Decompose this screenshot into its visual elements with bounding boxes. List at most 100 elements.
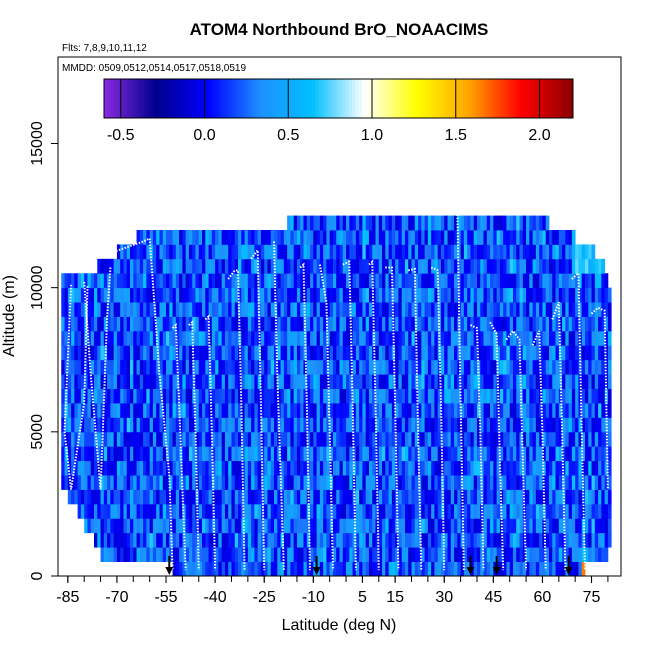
heatmap-cell xyxy=(437,417,442,433)
heatmap-cell xyxy=(522,273,527,289)
heatmap-cell xyxy=(202,258,206,274)
heatmap-cell xyxy=(388,446,393,462)
heatmap-cell xyxy=(306,518,311,534)
heatmap-cell xyxy=(274,518,278,534)
heatmap-cell xyxy=(365,359,370,375)
heatmap-cell xyxy=(414,258,419,274)
heatmap-cell xyxy=(398,287,403,303)
heatmap-cell xyxy=(123,388,128,404)
heatmap-cell xyxy=(185,446,190,462)
heatmap-cell xyxy=(480,302,484,317)
heatmap-cell xyxy=(395,388,399,404)
heatmap-cell xyxy=(604,532,609,548)
heatmap-cell xyxy=(94,388,98,404)
heatmap-cell xyxy=(198,475,203,490)
heatmap-cell xyxy=(280,273,285,289)
heatmap-cell xyxy=(463,258,468,274)
heatmap-cell xyxy=(385,316,389,332)
heatmap-cell xyxy=(434,518,439,534)
heatmap-cell xyxy=(116,316,121,332)
heatmap-cell xyxy=(398,561,403,577)
heatmap-cell xyxy=(578,374,583,389)
heatmap-cell xyxy=(244,446,249,462)
heatmap-cell xyxy=(503,460,507,476)
flight-profile xyxy=(590,306,609,490)
heatmap-cell xyxy=(228,532,232,548)
heatmap-cell xyxy=(362,460,367,476)
heatmap-cell xyxy=(584,359,589,375)
heatmap-cell xyxy=(362,489,367,505)
heatmap-cell xyxy=(539,446,543,462)
heatmap-cell xyxy=(421,475,425,490)
heatmap-cell xyxy=(224,547,229,562)
heatmap-cell xyxy=(493,215,498,231)
heatmap-cell xyxy=(205,547,209,562)
heatmap-cell xyxy=(470,273,475,289)
heatmap-cell xyxy=(522,345,527,361)
heatmap-cell xyxy=(159,388,164,404)
heatmap-cell xyxy=(542,374,547,389)
heatmap-cell xyxy=(316,345,321,361)
heatmap-cell xyxy=(61,316,65,332)
heatmap-cell xyxy=(424,489,429,505)
heatmap-cell xyxy=(146,446,151,462)
heatmap-cell xyxy=(326,547,331,562)
heatmap-cell xyxy=(296,532,301,548)
heatmap-cell xyxy=(84,359,88,375)
heatmap-cell xyxy=(519,547,524,562)
heatmap-cell xyxy=(418,316,422,332)
heatmap-cell xyxy=(202,532,206,548)
heatmap-cell xyxy=(169,359,173,375)
heatmap-cell xyxy=(319,547,324,562)
heatmap-cell xyxy=(113,345,118,361)
heatmap-cell xyxy=(316,489,321,505)
heatmap-cell xyxy=(323,475,327,490)
heatmap-cell xyxy=(558,417,563,433)
heatmap-cell xyxy=(385,417,389,433)
heatmap-cell xyxy=(198,518,203,534)
heatmap-cell xyxy=(552,316,556,332)
heatmap-cell xyxy=(123,547,128,562)
heatmap-cell xyxy=(172,446,177,462)
heatmap-cell xyxy=(594,330,599,346)
heatmap-cell xyxy=(516,230,520,245)
heatmap-cell xyxy=(208,503,213,519)
heatmap-cell xyxy=(313,287,317,303)
heatmap-cell xyxy=(519,330,524,346)
heatmap-cell xyxy=(542,244,547,260)
heatmap-cell xyxy=(434,244,439,260)
heatmap-cell xyxy=(431,475,435,490)
heatmap-cell xyxy=(496,403,501,418)
heatmap-cell xyxy=(496,244,501,260)
heatmap-cell xyxy=(473,547,478,562)
heatmap-cell xyxy=(87,503,92,519)
heatmap-cell xyxy=(382,475,386,490)
heatmap-cell xyxy=(139,244,144,260)
heatmap-cell xyxy=(490,302,494,317)
heatmap-cell xyxy=(156,287,160,303)
heatmap-cell xyxy=(470,287,475,303)
heatmap-cell xyxy=(130,532,134,548)
colorbar-swatch xyxy=(455,79,460,118)
heatmap-cell xyxy=(346,273,350,289)
heatmap-cell xyxy=(591,345,596,361)
heatmap-cell xyxy=(323,446,327,462)
heatmap-cell xyxy=(460,230,465,245)
heatmap-cell xyxy=(431,215,435,231)
heatmap-cell xyxy=(503,244,507,260)
heatmap-cell xyxy=(215,431,219,447)
heatmap-cell xyxy=(467,273,471,289)
heatmap-cell xyxy=(447,258,452,274)
heatmap-cell xyxy=(310,215,314,231)
heatmap-cell xyxy=(385,230,389,245)
heatmap-cell xyxy=(346,561,350,577)
heatmap-cell xyxy=(202,503,206,519)
heatmap-cell xyxy=(244,244,249,260)
heatmap-cell xyxy=(601,388,606,404)
heatmap-cell xyxy=(424,388,429,404)
heatmap-cell xyxy=(300,489,304,505)
heatmap-cell xyxy=(382,388,386,404)
heatmap-cell xyxy=(274,431,278,447)
heatmap-cell xyxy=(496,287,501,303)
heatmap-cell xyxy=(512,431,517,447)
